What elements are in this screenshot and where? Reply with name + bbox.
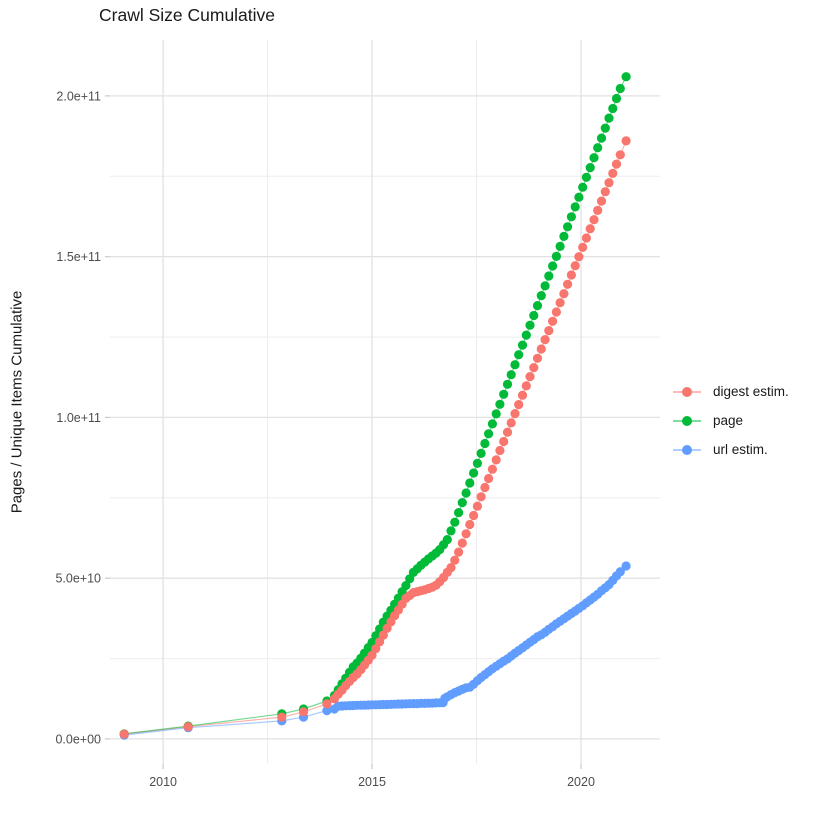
legend: digest estim. page url estim. (672, 377, 789, 464)
svg-text:5.0e+10: 5.0e+10 (55, 572, 101, 586)
svg-text:1.5e+11: 1.5e+11 (56, 250, 101, 264)
legend-item-digest-estim: digest estim. (672, 377, 789, 406)
legend-point-swatch (682, 415, 692, 426)
legend-item-url-estim: url estim. (672, 435, 789, 464)
legend-label: digest estim. (713, 384, 789, 399)
svg-text:2010: 2010 (149, 775, 177, 789)
series-points-1 (119, 72, 631, 739)
gridlines-minor (110, 40, 660, 764)
svg-text:0.0e+00: 0.0e+00 (55, 732, 101, 746)
legend-label: url estim. (713, 442, 768, 457)
legend-key-digest-estim (672, 385, 702, 399)
svg-text:2020: 2020 (567, 775, 595, 789)
chart-title: Crawl Size Cumulative (99, 5, 276, 25)
x-axis-tick-labels: 2010 2015 2020 (149, 775, 595, 789)
svg-text:1.0e+11: 1.0e+11 (56, 411, 101, 425)
legend-key-page (672, 414, 702, 428)
legend-key-url-estim (672, 443, 702, 457)
y-axis-tick-labels: 0.0e+00 5.0e+10 1.0e+11 1.5e+11 2.0e+11 (55, 89, 101, 746)
legend-label: page (713, 413, 744, 428)
legend-point-swatch (682, 386, 692, 397)
legend-point-swatch (682, 444, 692, 455)
axis-ticks (105, 95, 582, 769)
svg-text:2015: 2015 (358, 775, 386, 789)
series-points-2 (119, 561, 631, 740)
svg-text:2.0e+11: 2.0e+11 (56, 89, 101, 103)
y-axis-label-text: Pages / Unique Items Cumulative (8, 290, 26, 514)
series-points-0 (119, 136, 631, 739)
legend-item-page: page (672, 406, 789, 435)
gridlines-major (110, 40, 660, 764)
